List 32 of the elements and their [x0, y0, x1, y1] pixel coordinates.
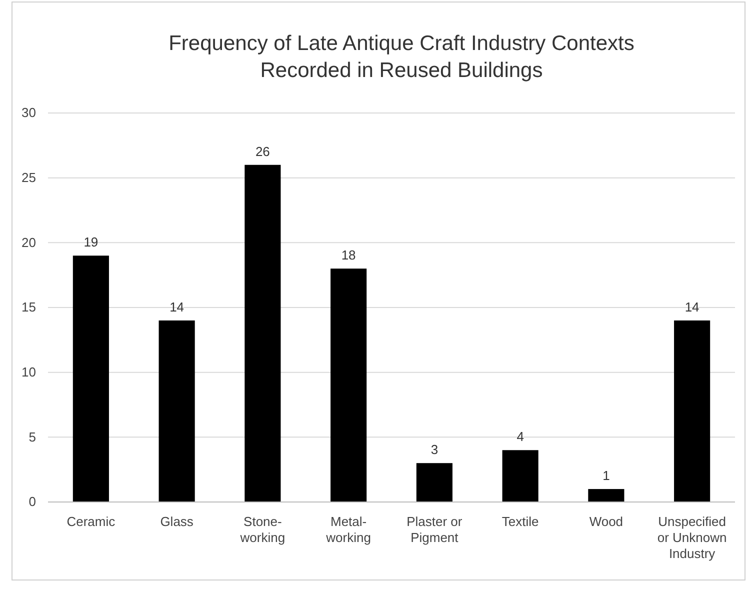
y-tick-label: 0: [28, 494, 36, 510]
x-tick-label: Stone- working: [239, 514, 286, 545]
data-label: 18: [341, 248, 356, 263]
bar: [588, 489, 624, 502]
chart-title: Frequency of Late Antique Craft Industry Contexts Recorded in Reused Buildings: [168, 32, 634, 82]
data-label: 3: [430, 442, 438, 458]
data-label: 14: [684, 299, 700, 314]
data-label: 1: [602, 468, 610, 484]
x-tick-label: Unspecified or Unknown Industry: [657, 514, 727, 561]
bar: [330, 268, 367, 502]
y-tick-label: 15: [22, 300, 36, 315]
x-tick-label: Metal- working: [325, 514, 371, 545]
x-tick-label: Plaster or Pigment: [406, 514, 463, 545]
y-tick-label: 20: [22, 234, 36, 250]
data-label: 4: [516, 429, 524, 444]
bar: [502, 450, 538, 502]
y-tick-label: 30: [22, 105, 36, 120]
bar: [416, 463, 452, 502]
bar: [72, 256, 109, 502]
x-tick-label: Textile: [502, 514, 539, 529]
bar: [674, 320, 710, 502]
y-tick-label: 5: [28, 429, 36, 444]
data-label: 26: [255, 144, 270, 159]
x-tick-label: Ceramic: [66, 514, 116, 529]
bar: [158, 320, 195, 502]
data-label: 14: [170, 299, 184, 314]
x-tick-label: Wood: [589, 514, 624, 529]
bar: [244, 164, 281, 502]
data-label: 19: [84, 234, 98, 250]
y-tick-label: 25: [22, 170, 36, 185]
x-tick-label: Glass: [160, 514, 194, 529]
y-tick-label: 10: [22, 364, 36, 380]
